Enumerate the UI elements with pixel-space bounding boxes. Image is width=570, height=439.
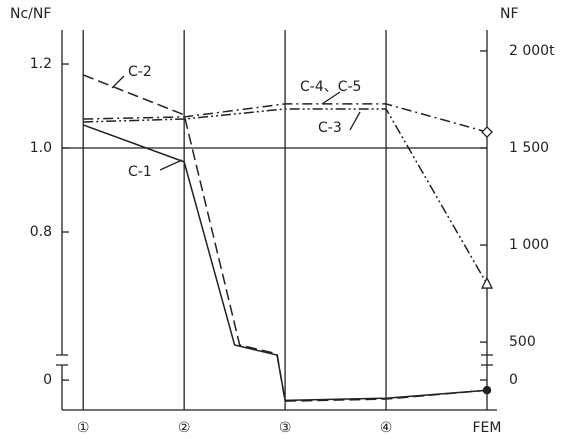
series-label: C-3 (318, 120, 342, 136)
y-tick-label: 0 (43, 372, 52, 388)
x-tick-label: ① (77, 420, 90, 436)
series-label: C-4、C-5 (300, 79, 361, 95)
marker (482, 386, 492, 395)
y2-axis-label: NF (500, 6, 519, 22)
series-line (82, 74, 488, 402)
y2-tick-label: 1 000 (509, 237, 549, 253)
series-label: C-1 (128, 164, 152, 180)
series-line (83, 103, 488, 133)
marker (480, 276, 494, 289)
axis-break (56, 354, 68, 366)
y2-tick-label: 2 000t (509, 43, 555, 59)
x-tick-label: ② (178, 420, 191, 436)
x-tick-label: FEM (473, 420, 502, 436)
y2-tick-label: 500 (509, 334, 536, 350)
x-tick-label: ④ (380, 420, 393, 436)
y2-tick-label: 1 500 (509, 140, 549, 156)
annotation-arrows (111, 75, 361, 171)
y-tick-label: 0.8 (30, 224, 52, 240)
y-axis-label: Nc/NF (10, 6, 51, 22)
x-tick-label: ③ (279, 420, 292, 436)
marker (481, 126, 493, 138)
y-tick-label: 1.2 (30, 56, 52, 72)
y-tick-label: 1.0 (30, 140, 52, 156)
series-line (83, 108, 488, 285)
series-label: C-2 (128, 64, 152, 80)
y2-tick-label: 0 (509, 372, 518, 388)
